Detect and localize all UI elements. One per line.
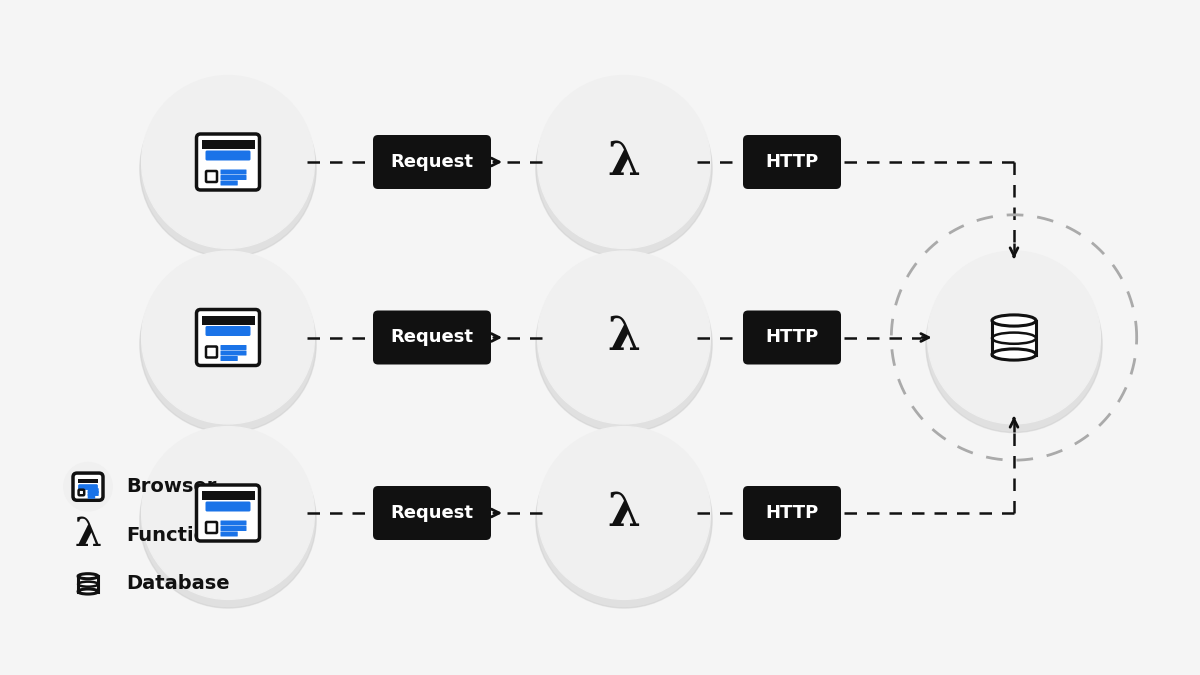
FancyBboxPatch shape (73, 473, 103, 500)
FancyBboxPatch shape (88, 491, 98, 496)
FancyBboxPatch shape (78, 479, 98, 483)
Circle shape (538, 251, 710, 424)
FancyBboxPatch shape (221, 175, 246, 180)
FancyBboxPatch shape (202, 315, 254, 325)
Circle shape (538, 76, 710, 248)
Ellipse shape (992, 315, 1036, 326)
Circle shape (140, 256, 316, 433)
FancyBboxPatch shape (202, 140, 254, 149)
Text: HTTP: HTTP (766, 504, 818, 522)
FancyBboxPatch shape (197, 485, 259, 541)
FancyBboxPatch shape (743, 135, 841, 189)
FancyBboxPatch shape (221, 169, 246, 175)
FancyBboxPatch shape (992, 321, 1036, 354)
FancyBboxPatch shape (221, 520, 246, 526)
FancyBboxPatch shape (78, 484, 98, 490)
Circle shape (142, 251, 314, 424)
Ellipse shape (992, 349, 1036, 360)
FancyBboxPatch shape (206, 346, 217, 358)
FancyBboxPatch shape (743, 486, 841, 540)
Text: Request: Request (390, 329, 474, 346)
FancyBboxPatch shape (205, 151, 251, 161)
Text: Request: Request (390, 153, 474, 171)
Circle shape (140, 432, 316, 608)
Circle shape (926, 256, 1102, 433)
Text: HTTP: HTTP (766, 329, 818, 346)
FancyBboxPatch shape (205, 502, 251, 512)
Circle shape (142, 427, 314, 599)
Text: λ: λ (607, 315, 641, 360)
FancyBboxPatch shape (743, 310, 841, 364)
Text: λ: λ (74, 516, 102, 554)
Circle shape (536, 81, 712, 257)
Text: λ: λ (607, 139, 641, 185)
Circle shape (64, 462, 113, 511)
FancyBboxPatch shape (373, 135, 491, 189)
FancyBboxPatch shape (78, 576, 98, 591)
FancyBboxPatch shape (206, 171, 217, 182)
Text: Database: Database (126, 574, 229, 593)
Text: Function: Function (126, 526, 221, 545)
FancyBboxPatch shape (221, 180, 238, 186)
Ellipse shape (78, 589, 98, 594)
FancyBboxPatch shape (197, 134, 259, 190)
FancyBboxPatch shape (221, 531, 238, 537)
FancyBboxPatch shape (79, 489, 84, 495)
Circle shape (536, 256, 712, 433)
FancyBboxPatch shape (197, 310, 259, 365)
FancyBboxPatch shape (88, 488, 98, 493)
Text: λ: λ (607, 490, 641, 536)
Circle shape (928, 251, 1100, 424)
FancyBboxPatch shape (88, 494, 95, 499)
Text: Request: Request (390, 504, 474, 522)
FancyBboxPatch shape (221, 345, 246, 350)
FancyBboxPatch shape (205, 326, 251, 336)
FancyBboxPatch shape (373, 486, 491, 540)
Circle shape (142, 76, 314, 248)
FancyBboxPatch shape (221, 356, 238, 361)
Ellipse shape (78, 574, 98, 578)
Circle shape (536, 432, 712, 608)
FancyBboxPatch shape (221, 526, 246, 531)
Text: Browser: Browser (126, 477, 216, 496)
FancyBboxPatch shape (373, 310, 491, 364)
Circle shape (140, 81, 316, 257)
Text: HTTP: HTTP (766, 153, 818, 171)
FancyBboxPatch shape (206, 522, 217, 533)
Circle shape (538, 427, 710, 599)
FancyBboxPatch shape (221, 350, 246, 356)
FancyBboxPatch shape (202, 491, 254, 500)
